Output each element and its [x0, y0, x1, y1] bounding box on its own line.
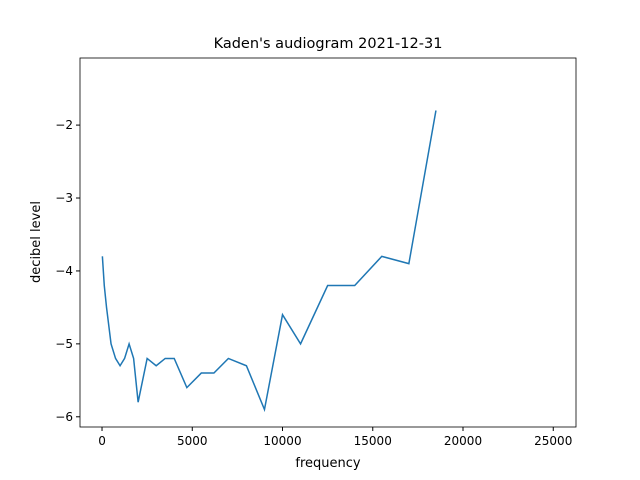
y-tick-label: −4	[55, 264, 73, 278]
x-axis-label: frequency	[295, 456, 361, 471]
chart-title: Kaden's audiogram 2021-12-31	[214, 36, 443, 52]
x-tick-label: 0	[98, 434, 106, 448]
y-tick-label: −3	[55, 191, 73, 205]
x-tick-label: 15000	[354, 434, 392, 448]
y-tick-label: −6	[55, 410, 73, 424]
x-tick-label: 20000	[444, 434, 482, 448]
y-axis-label: decibel level	[29, 201, 44, 283]
y-tick-label: −5	[55, 337, 73, 351]
plot-frame	[79, 57, 577, 428]
y-tick-label: −2	[55, 118, 73, 132]
x-tick-label: 5000	[177, 434, 208, 448]
data-line	[101, 110, 437, 413]
x-tick-label: 25000	[534, 434, 572, 448]
x-tick-label: 10000	[263, 434, 301, 448]
